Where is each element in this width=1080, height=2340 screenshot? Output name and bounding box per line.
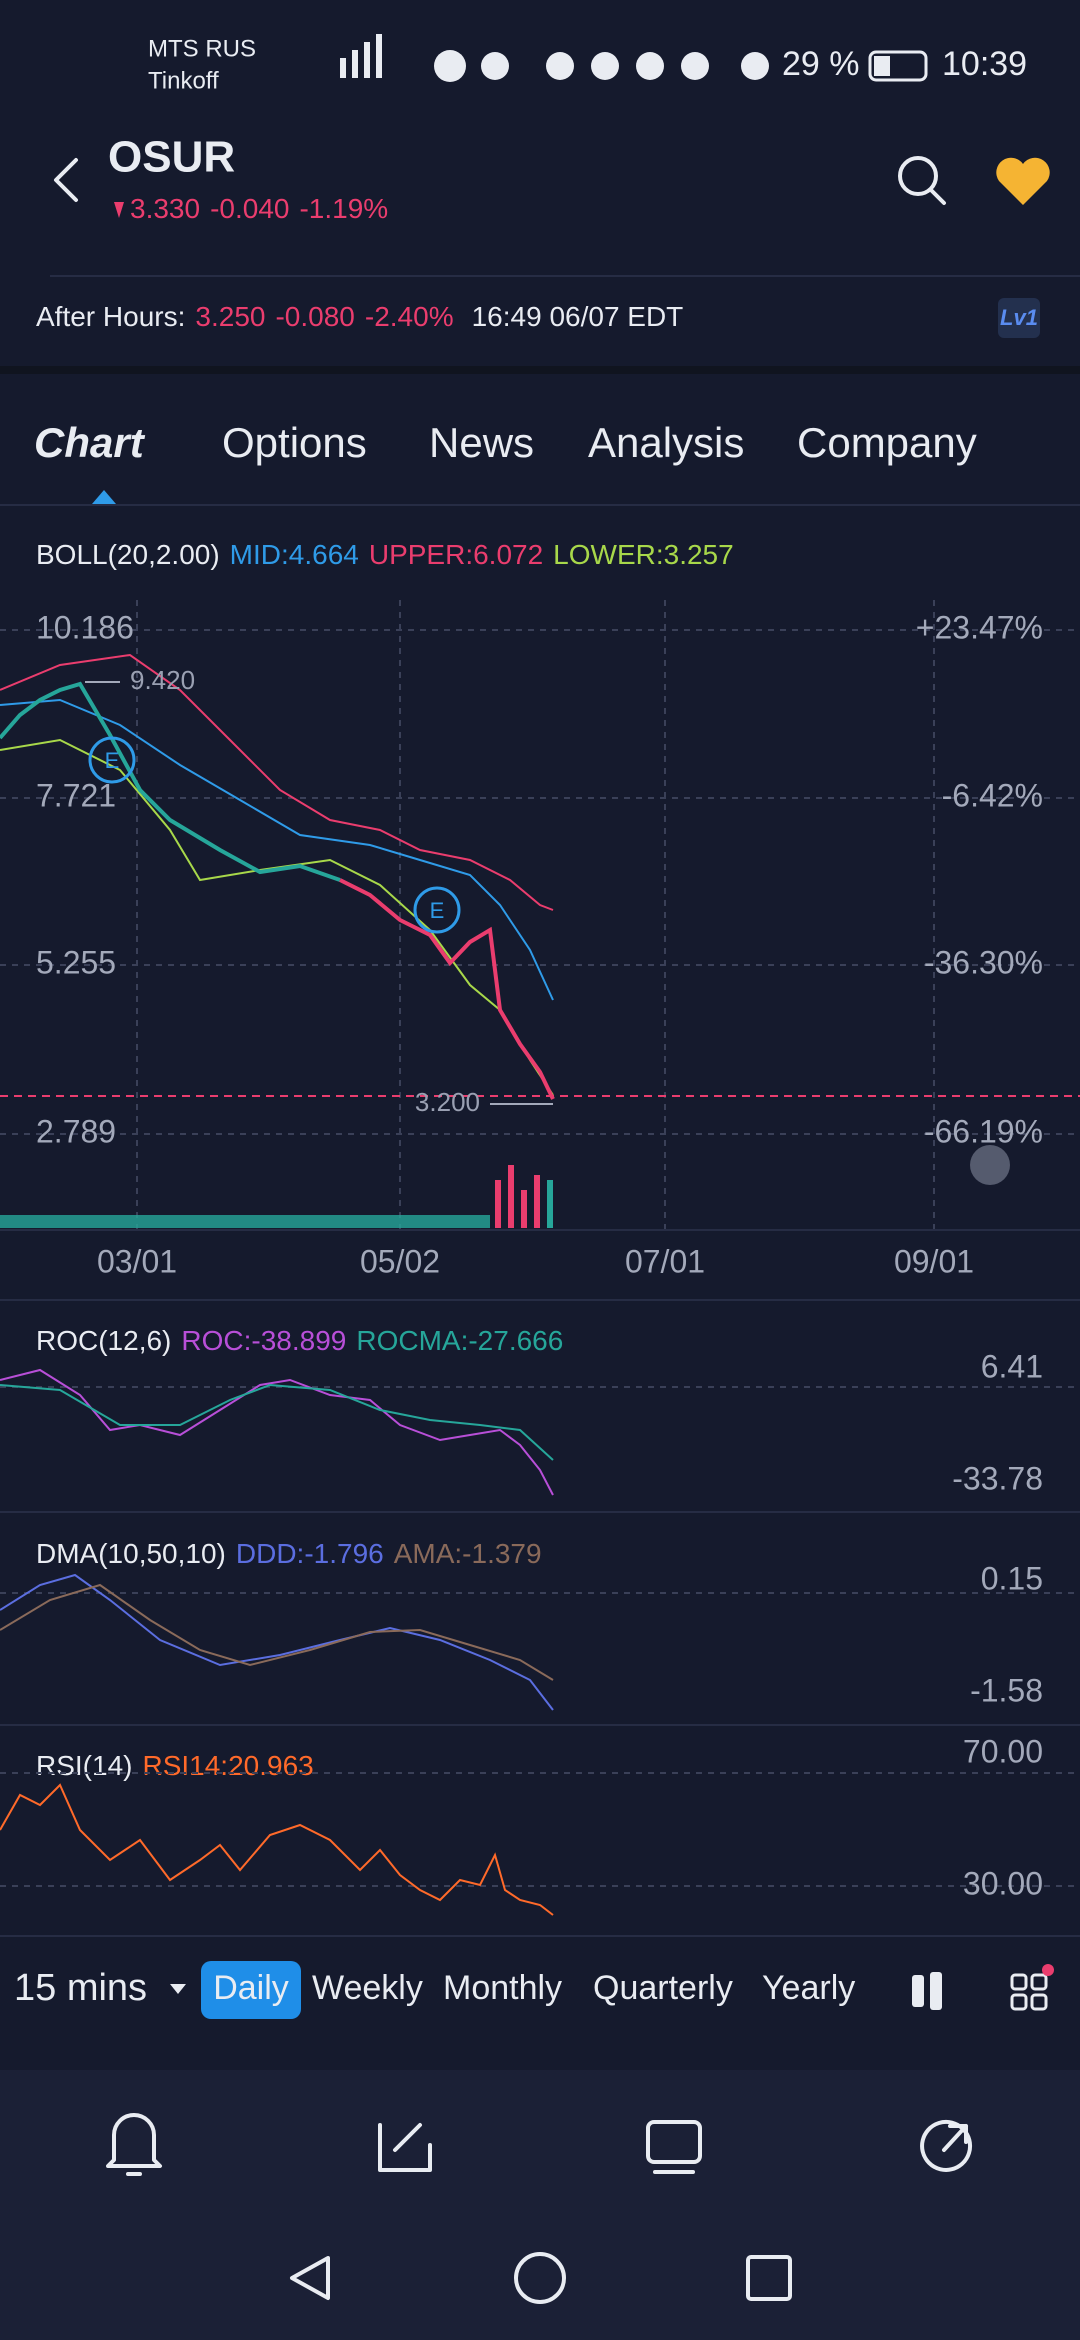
- ah-price: 3.250: [195, 301, 265, 332]
- tab[interactable]: Company: [797, 419, 977, 466]
- axis-label: 30.00: [963, 1865, 1043, 1901]
- price-chart: [0, 653, 555, 1100]
- date-label: 09/01: [894, 1243, 974, 1279]
- boll-legend: BOLL(20,2.00) MID:4.664 UPPER:6.072 LOWER:3…: [36, 539, 734, 570]
- date-label: 03/01: [97, 1243, 177, 1279]
- rsi-line: [0, 1783, 554, 1916]
- ah-change-pct: -2.40%: [365, 301, 454, 332]
- settings-button[interactable]: [1010, 1973, 1048, 2011]
- chart-type-button[interactable]: [912, 1972, 942, 2010]
- level-badge[interactable]: [998, 298, 1040, 338]
- earnings-marker[interactable]: [88, 736, 136, 784]
- trade-button[interactable]: [646, 2120, 702, 2164]
- price-axis-label: 5.255: [36, 944, 116, 980]
- dma-legend: DMA(10,50,10) DDD:-1.796 AMA:-1.379: [36, 1538, 542, 1569]
- tab[interactable]: Chart: [34, 419, 146, 466]
- axis-label: 70.00: [963, 1733, 1043, 1769]
- level-badge-text: Lv1: [1000, 305, 1038, 330]
- ddd-value: DDD:-1.796: [236, 1538, 384, 1569]
- nav-back[interactable]: [290, 2256, 330, 2300]
- fullscreen-button[interactable]: [970, 1145, 1010, 1185]
- nav-recents[interactable]: [746, 2255, 792, 2301]
- battery-level: 29 %: [782, 45, 860, 83]
- ah-time: 16:49 06/07 EDT: [472, 301, 684, 332]
- status-icons: [340, 34, 769, 82]
- note-button[interactable]: [378, 2123, 432, 2172]
- price-axis-label: 7.721: [36, 777, 116, 813]
- dma-lines: [0, 1573, 554, 1711]
- back-button[interactable]: [54, 158, 78, 202]
- axis-label: 6.41: [981, 1348, 1043, 1384]
- pct-axis-label: +23.47%: [916, 609, 1043, 645]
- alert-button[interactable]: [106, 2113, 162, 2176]
- favorite-button[interactable]: [996, 157, 1050, 205]
- earnings-marker[interactable]: [413, 886, 461, 934]
- low-marker: 3.200: [415, 1087, 480, 1117]
- period-option[interactable]: Yearly: [762, 1969, 855, 2007]
- period-option[interactable]: Quarterly: [593, 1969, 733, 2007]
- notification-dot: [1042, 1964, 1054, 1976]
- clock: 10:39: [942, 45, 1027, 83]
- axis-label: -33.78: [952, 1460, 1043, 1496]
- bottom-bar: [0, 2070, 1080, 2340]
- share-button[interactable]: [920, 2119, 973, 2172]
- down-arrow: [114, 202, 124, 218]
- nav-home[interactable]: [514, 2252, 566, 2304]
- symbol: OSUR: [108, 133, 235, 182]
- divider: [0, 366, 1080, 374]
- rsi-value: RSI14:20.963: [142, 1750, 313, 1781]
- axis-label: 0.15: [981, 1560, 1043, 1596]
- price-axis-label: 10.186: [36, 609, 134, 645]
- after-hours-label: After Hours:: [36, 301, 185, 332]
- dropdown-arrow: [170, 1984, 186, 1994]
- period-active-bg: [201, 1961, 301, 2019]
- battery-icon: [868, 50, 928, 82]
- rocma-value: ROCMA:-27.666: [356, 1325, 563, 1356]
- grid: [0, 600, 1080, 1230]
- price-line: 3.330 -0.040 -1.19%: [130, 193, 388, 224]
- boll-lower: LOWER:3.257: [553, 539, 734, 570]
- period-option[interactable]: Monthly: [443, 1969, 562, 2007]
- ah-change: -0.080: [275, 301, 354, 332]
- earnings-marker-text: E: [430, 898, 445, 923]
- carrier: MTS RUS: [148, 35, 256, 62]
- pct-axis-label: -36.30%: [924, 944, 1043, 980]
- roc-lines: [0, 1368, 554, 1496]
- period-option[interactable]: Weekly: [312, 1969, 423, 2007]
- change: -0.040: [210, 193, 289, 224]
- pct-axis-label: -6.42%: [942, 777, 1043, 813]
- ama-value: AMA:-1.379: [394, 1538, 542, 1569]
- tab-indicator: [92, 490, 116, 504]
- roc-legend: ROC(12,6) ROC:-38.899 ROCMA:-27.666: [36, 1325, 563, 1356]
- battery-fill: [874, 56, 890, 76]
- search-button[interactable]: [898, 156, 946, 205]
- dma-label: DMA(10,50,10): [36, 1538, 226, 1569]
- boll-upper: UPPER:6.072: [369, 539, 543, 570]
- roc-value: ROC:-38.899: [181, 1325, 346, 1356]
- interval-selector[interactable]: 15 mins: [14, 1967, 147, 2009]
- boll-label: BOLL(20,2.00): [36, 539, 220, 570]
- tab[interactable]: Analysis: [588, 419, 744, 466]
- date-label: 05/02: [360, 1243, 440, 1279]
- pct-axis-label: -66.19%: [924, 1113, 1043, 1149]
- price: 3.330: [130, 193, 200, 224]
- after-hours: After Hours: 3.250 -0.080 -2.40% 16:49 06/07…: [36, 301, 683, 332]
- rsi-legend: RSI(14) RSI14:20.963: [36, 1750, 314, 1781]
- price-axis-label: 2.789: [36, 1113, 116, 1149]
- axis-label: -1.58: [970, 1672, 1043, 1708]
- tab[interactable]: Options: [222, 419, 367, 466]
- carrier: Tinkoff: [148, 67, 219, 94]
- high-marker: 9.420: [130, 665, 195, 695]
- period-option[interactable]: Daily: [213, 1969, 289, 2007]
- boll-mid: MID:4.664: [230, 539, 359, 570]
- earnings-marker-text: E: [105, 748, 120, 773]
- change-pct: -1.19%: [299, 193, 388, 224]
- tab[interactable]: News: [429, 419, 534, 466]
- date-label: 07/01: [625, 1243, 705, 1279]
- rsi-label: RSI(14): [36, 1750, 132, 1781]
- roc-label: ROC(12,6): [36, 1325, 171, 1356]
- volume-bars: [0, 1165, 553, 1228]
